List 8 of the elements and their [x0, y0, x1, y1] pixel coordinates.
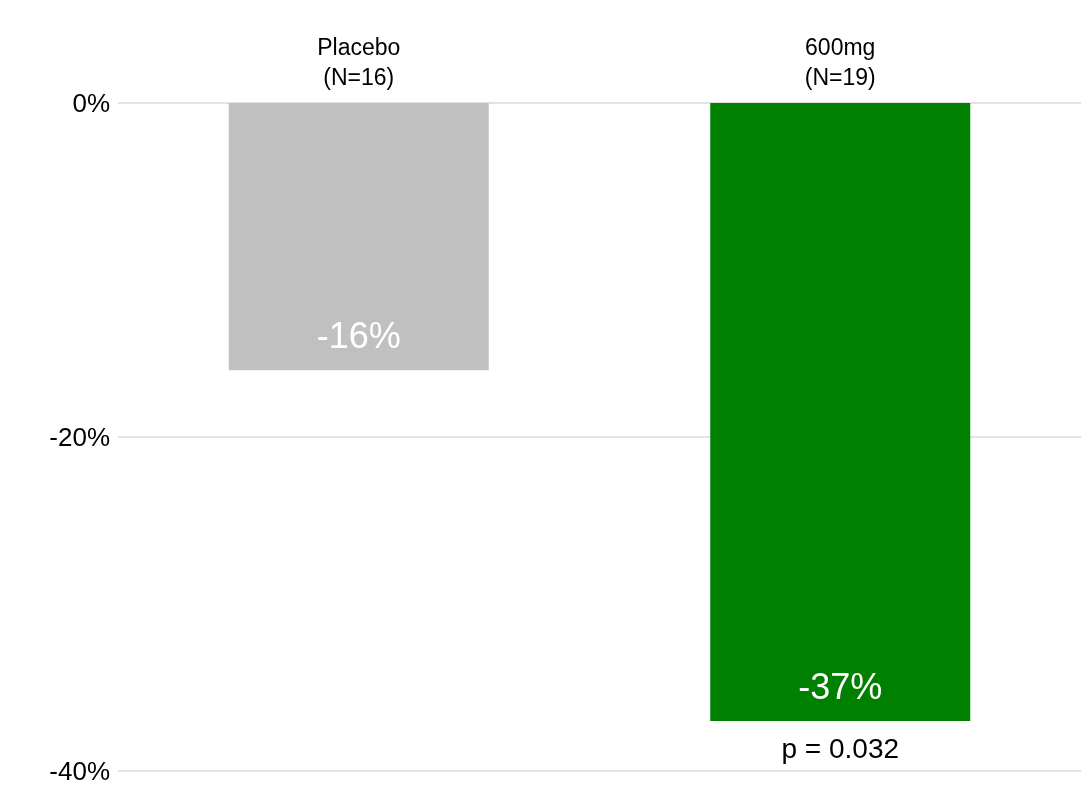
y-tick-label: -40% — [49, 756, 110, 787]
annotation: p = 0.032 — [781, 732, 900, 765]
x-tick-label: Placebo (N=16) — [317, 34, 401, 90]
x-tick-label: 600mg (N=19) — [804, 34, 876, 90]
data-label: -16% — [316, 315, 401, 357]
y-tick-label: -20% — [49, 422, 110, 453]
data-label: -37% — [798, 665, 883, 707]
y-tick-label: 0% — [72, 88, 110, 119]
